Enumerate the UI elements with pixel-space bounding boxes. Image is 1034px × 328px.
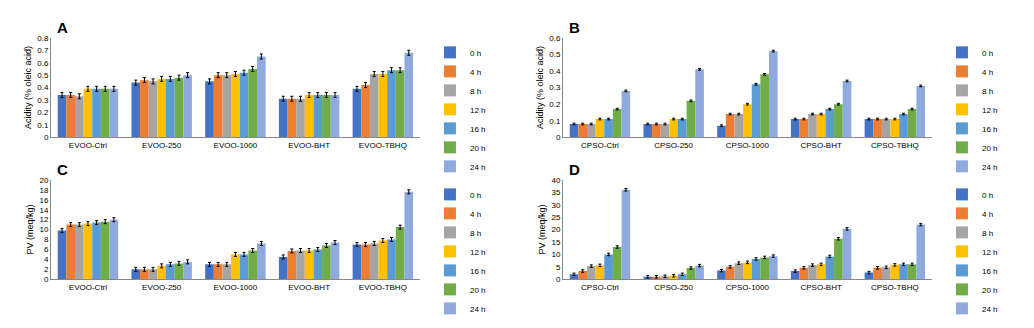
- svg-text:24 h: 24 h: [982, 163, 998, 172]
- svg-text:15: 15: [552, 238, 561, 247]
- svg-text:EVOO-BHT: EVOO-BHT: [288, 141, 330, 150]
- svg-text:24 h: 24 h: [470, 163, 486, 172]
- svg-text:CPSO-Ctrl: CPSO-Ctrl: [581, 141, 619, 150]
- svg-text:CPSO-TBHQ: CPSO-TBHQ: [871, 141, 919, 150]
- svg-text:C: C: [57, 161, 68, 178]
- svg-text:12 h: 12 h: [470, 106, 486, 115]
- svg-text:EVOO-BHT: EVOO-BHT: [288, 283, 330, 292]
- svg-text:0.2: 0.2: [549, 100, 561, 109]
- svg-text:20 h: 20 h: [982, 286, 998, 295]
- svg-text:0 h: 0 h: [470, 191, 481, 200]
- svg-text:35: 35: [552, 188, 561, 197]
- svg-text:CPSO-BHT: CPSO-BHT: [800, 141, 841, 150]
- svg-text:2: 2: [44, 265, 49, 274]
- svg-text:16: 16: [40, 196, 49, 205]
- svg-text:30: 30: [552, 201, 561, 210]
- svg-text:20: 20: [552, 225, 561, 234]
- svg-text:16 h: 16 h: [470, 125, 486, 134]
- svg-text:8 h: 8 h: [982, 87, 993, 96]
- svg-text:CPSO-BHT: CPSO-BHT: [800, 283, 841, 292]
- svg-text:8: 8: [44, 235, 49, 244]
- svg-text:CPSO-250: CPSO-250: [654, 141, 693, 150]
- svg-text:6: 6: [44, 245, 49, 254]
- svg-text:0.3: 0.3: [37, 96, 49, 105]
- svg-text:12 h: 12 h: [982, 106, 998, 115]
- svg-text:B: B: [569, 19, 580, 36]
- svg-text:24 h: 24 h: [470, 305, 486, 314]
- svg-text:12 h: 12 h: [982, 248, 998, 257]
- svg-text:20 h: 20 h: [982, 144, 998, 153]
- svg-text:CPSO-1000: CPSO-1000: [726, 141, 770, 150]
- svg-text:16 h: 16 h: [982, 267, 998, 276]
- svg-text:CPSO-1000: CPSO-1000: [726, 283, 770, 292]
- svg-text:8 h: 8 h: [982, 229, 993, 238]
- svg-text:EVOO-250: EVOO-250: [142, 283, 182, 292]
- svg-text:EVOO-1000: EVOO-1000: [214, 141, 258, 150]
- svg-text:16 h: 16 h: [470, 267, 486, 276]
- svg-text:CPSO-250: CPSO-250: [654, 283, 693, 292]
- svg-text:4 h: 4 h: [470, 210, 481, 219]
- svg-text:Acidity (% oleic acid): Acidity (% oleic acid): [535, 46, 545, 129]
- svg-text:5: 5: [556, 263, 561, 272]
- svg-text:0.7: 0.7: [37, 46, 49, 55]
- svg-text:16 h: 16 h: [982, 125, 998, 134]
- svg-text:0 h: 0 h: [982, 49, 993, 58]
- svg-text:EVOO-TBHQ: EVOO-TBHQ: [359, 283, 407, 292]
- svg-text:0.6: 0.6: [37, 59, 49, 68]
- svg-text:EVOO-1000: EVOO-1000: [214, 283, 258, 292]
- svg-text:4: 4: [44, 255, 49, 264]
- svg-text:12 h: 12 h: [470, 248, 486, 257]
- svg-text:EVOO-TBHQ: EVOO-TBHQ: [359, 141, 407, 150]
- svg-text:0.4: 0.4: [37, 83, 49, 92]
- svg-text:4 h: 4 h: [470, 68, 481, 77]
- svg-text:12: 12: [40, 215, 49, 224]
- svg-text:D: D: [569, 161, 580, 178]
- svg-text:10: 10: [40, 225, 49, 234]
- svg-text:0 h: 0 h: [982, 191, 993, 200]
- svg-text:A: A: [57, 19, 68, 36]
- svg-text:0: 0: [556, 133, 561, 142]
- svg-text:0.5: 0.5: [549, 50, 561, 59]
- svg-text:14: 14: [40, 206, 49, 215]
- svg-text:0.1: 0.1: [549, 117, 561, 126]
- svg-text:EVOO-Ctrl: EVOO-Ctrl: [69, 283, 107, 292]
- svg-text:CPSO-Ctrl: CPSO-Ctrl: [581, 283, 619, 292]
- svg-text:0 h: 0 h: [470, 49, 481, 58]
- svg-text:Acidity (% oleic acid): Acidity (% oleic acid): [23, 46, 33, 129]
- svg-text:EVOO-250: EVOO-250: [142, 141, 182, 150]
- svg-text:4 h: 4 h: [982, 210, 993, 219]
- svg-text:20 h: 20 h: [470, 144, 486, 153]
- svg-text:0.1: 0.1: [37, 121, 49, 130]
- svg-text:24 h: 24 h: [982, 305, 998, 314]
- svg-text:0.4: 0.4: [549, 67, 561, 76]
- svg-text:CPSO-TBHQ: CPSO-TBHQ: [871, 283, 919, 292]
- svg-text:40: 40: [552, 176, 561, 185]
- svg-text:0.3: 0.3: [549, 83, 561, 92]
- svg-text:0.8: 0.8: [37, 34, 49, 43]
- svg-text:18: 18: [40, 186, 49, 195]
- svg-text:25: 25: [552, 213, 561, 222]
- svg-text:0.6: 0.6: [549, 34, 561, 43]
- svg-text:PV (meq/kg): PV (meq/kg): [25, 205, 35, 255]
- svg-text:4 h: 4 h: [982, 68, 993, 77]
- svg-text:EVOO-Ctrl: EVOO-Ctrl: [69, 141, 107, 150]
- svg-text:0.2: 0.2: [37, 108, 49, 117]
- svg-text:20: 20: [40, 176, 49, 185]
- svg-text:0: 0: [44, 275, 49, 284]
- svg-text:8 h: 8 h: [470, 87, 481, 96]
- svg-text:10: 10: [552, 250, 561, 259]
- svg-text:8 h: 8 h: [470, 229, 481, 238]
- svg-text:PV (meq/kg): PV (meq/kg): [537, 205, 547, 255]
- svg-text:0: 0: [44, 133, 49, 142]
- svg-text:0.5: 0.5: [37, 71, 49, 80]
- svg-text:20 h: 20 h: [470, 286, 486, 295]
- svg-text:0: 0: [556, 275, 561, 284]
